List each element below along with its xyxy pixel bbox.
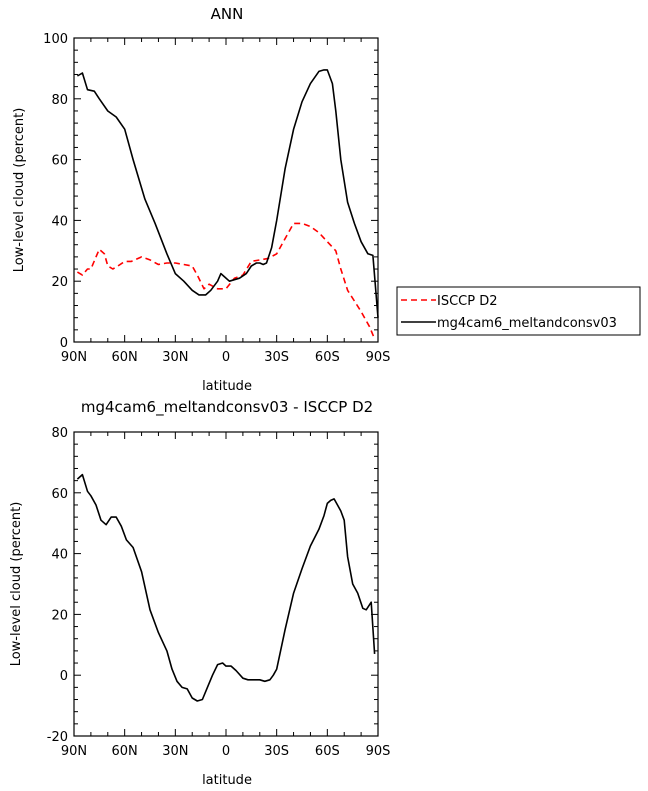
top-series-layer xyxy=(76,69,379,340)
top-series-line-isccp-d2 xyxy=(76,222,376,340)
bottom-axes: 90N 60N 30N 0 30S 60S 90S -20 0 20 40 60 80 xyxy=(47,426,391,759)
bottom-plot-frame xyxy=(73,431,379,737)
top-x-tick-label: 90N xyxy=(61,350,87,365)
top-y-tick-label: 60 xyxy=(51,154,68,169)
top-plot: ANN 90N 60N 30N 0 30S 60S 90S 0 20 40 60 80 100 lati… xyxy=(12,5,390,394)
top-axes: 90N 60N 30N 0 30S 60S 90S 0 20 40 60 80 100 xyxy=(43,32,390,365)
legend: ISCCP D2 mg4cam6_meltandconsv03 xyxy=(396,286,641,336)
top-y-tick-label: 80 xyxy=(51,93,68,108)
bottom-y-tick-label: 60 xyxy=(51,487,68,502)
bottom-x-tick-label: 60S xyxy=(315,744,340,759)
top-series-line-mg4cam6-meltandconsv03 xyxy=(76,69,379,318)
bottom-x-tick-label: 0 xyxy=(222,744,230,759)
legend-box xyxy=(396,286,641,336)
bottom-y-tick-label: -20 xyxy=(47,730,68,745)
top-x-axis-label: latitude xyxy=(202,379,252,394)
top-x-tick-label: 90S xyxy=(366,350,391,365)
top-plot-title: ANN xyxy=(211,5,244,23)
top-y-axis-label: Low-level cloud (percent) xyxy=(12,108,27,273)
top-x-tick-label: 60S xyxy=(315,350,340,365)
legend-isccp-label: ISCCP D2 xyxy=(437,294,498,309)
bottom-series-line-0 xyxy=(76,473,376,702)
bottom-y-tick-label: 80 xyxy=(51,426,68,441)
bottom-y-axis-label: Low-level cloud (percent) xyxy=(9,502,24,667)
top-y-tick-label: 0 xyxy=(60,336,68,351)
top-x-tick-label: 60N xyxy=(112,350,138,365)
legend-model-label: mg4cam6_meltandconsv03 xyxy=(437,316,617,331)
top-y-tick-label: 100 xyxy=(43,32,68,47)
bottom-plot: mg4cam6_meltandconsv03 - ISCCP D2 90N 60N… xyxy=(9,398,390,788)
bottom-x-tick-label: 30N xyxy=(162,744,188,759)
bottom-series-layer xyxy=(76,473,376,702)
top-x-tick-label: 30S xyxy=(264,350,289,365)
bottom-x-tick-label: 60N xyxy=(112,744,138,759)
top-y-tick-label: 20 xyxy=(51,275,68,290)
top-y-tick-label: 40 xyxy=(51,214,68,229)
bottom-x-axis-label: latitude xyxy=(202,773,252,788)
bottom-x-tick-label: 90S xyxy=(366,744,391,759)
top-x-tick-label: 30N xyxy=(162,350,188,365)
bottom-y-tick-label: 0 xyxy=(60,669,68,684)
bottom-y-tick-label: 20 xyxy=(51,608,68,623)
top-x-tick-label: 0 xyxy=(222,350,230,365)
bottom-x-tick-label: 30S xyxy=(264,744,289,759)
bottom-x-tick-label: 90N xyxy=(61,744,87,759)
bottom-plot-title: mg4cam6_meltandconsv03 - ISCCP D2 xyxy=(81,398,373,417)
bottom-y-tick-label: 40 xyxy=(51,548,68,563)
